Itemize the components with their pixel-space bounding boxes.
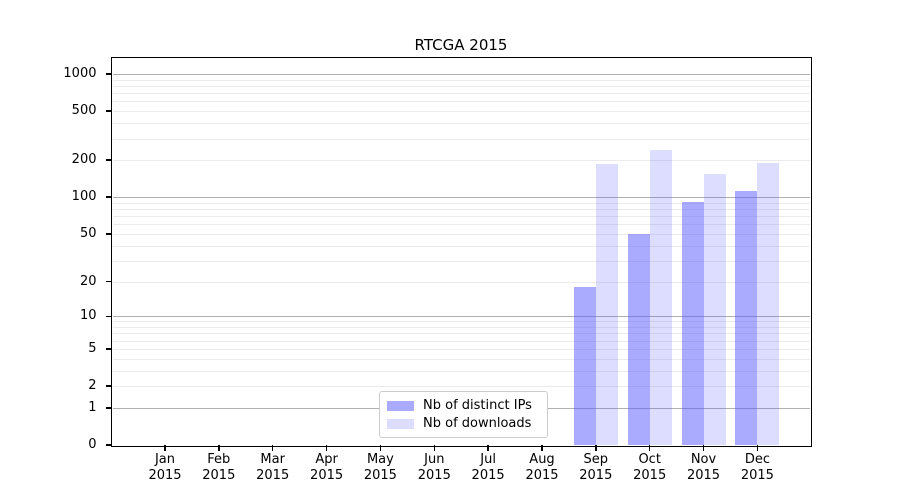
- y-tick-mark: [105, 73, 112, 75]
- y-gridline-minor: [112, 327, 810, 328]
- y-tick-label: 0: [88, 437, 97, 452]
- x-tick-label: Oct 2015: [633, 452, 667, 483]
- y-gridline-minor: [112, 111, 810, 113]
- y-gridline-minor: [112, 281, 810, 283]
- y-gridline-minor: [112, 93, 810, 95]
- bar-distinct-ips-dec: [735, 191, 758, 445]
- legend-item-downloads: Nb of downloads: [387, 415, 547, 432]
- x-tick-label: Aug 2015: [525, 452, 559, 483]
- x-tick-label: Mar 2015: [256, 452, 290, 483]
- y-gridline-minor: [112, 224, 810, 226]
- legend: Nb of distinct IPs Nb of downloads: [379, 391, 548, 438]
- y-tick-label: 100: [71, 189, 97, 205]
- x-tick-label: Apr 2015: [310, 452, 344, 483]
- y-gridline-minor: [112, 138, 810, 140]
- legend-label-distinct-ips: Nb of distinct IPs: [423, 398, 532, 413]
- y-tick-label: 10: [79, 308, 97, 324]
- y-tick-label: 500: [71, 103, 97, 119]
- legend-label-downloads: Nb of downloads: [423, 416, 532, 431]
- x-tick-label: Dec 2015: [740, 452, 774, 483]
- y-tick-mark: [105, 315, 112, 317]
- y-gridline-major: [112, 73, 810, 75]
- x-tick-mark: [433, 445, 435, 451]
- x-tick-label: Nov 2015: [686, 452, 721, 483]
- chart-title: RTCGA 2015: [414, 36, 508, 54]
- bar-downloads-nov: [703, 173, 726, 445]
- y-gridline-major: [112, 197, 810, 199]
- x-tick-mark: [164, 445, 166, 451]
- y-tick-mark: [105, 385, 112, 387]
- y-tick-label: 200: [71, 152, 97, 168]
- y-gridline-minor: [112, 233, 810, 235]
- y-tick-mark: [105, 280, 112, 283]
- x-tick-label: Jan 2015: [148, 452, 182, 483]
- x-tick-label: Feb 2015: [202, 452, 236, 483]
- y-gridline-minor: [112, 386, 810, 387]
- y-gridline-minor: [112, 202, 810, 204]
- y-gridline-minor: [112, 260, 810, 262]
- bar-distinct-ips-sep: [573, 286, 596, 445]
- y-gridline-minor: [112, 79, 810, 81]
- y-tick-label: 50: [79, 225, 97, 241]
- y-gridline-minor: [112, 245, 810, 247]
- legend-swatch-distinct-ips: [387, 400, 414, 411]
- y-gridline-minor: [112, 358, 810, 360]
- bar-downloads-dec: [757, 162, 780, 445]
- x-tick-mark: [325, 445, 328, 451]
- legend-swatch-downloads: [387, 418, 414, 429]
- bar-downloads-sep: [595, 164, 618, 445]
- x-tick-label: May 2015: [363, 452, 397, 483]
- y-tick-label: 1: [88, 399, 97, 415]
- y-gridline-minor: [112, 333, 810, 335]
- y-gridline-minor: [112, 216, 810, 218]
- bar-distinct-ips-oct: [627, 233, 650, 445]
- y-tick-mark: [105, 348, 112, 350]
- y-gridline-minor: [112, 209, 810, 210]
- y-gridline-major: [112, 316, 810, 318]
- x-tick-mark: [648, 445, 651, 451]
- y-tick-label: 20: [79, 273, 97, 289]
- x-tick-label: Jul 2015: [471, 452, 505, 483]
- x-tick-mark: [541, 445, 543, 451]
- legend-item-distinct-ips: Nb of distinct IPs: [387, 397, 547, 414]
- x-tick-mark: [595, 445, 597, 451]
- y-gridline-minor: [112, 85, 810, 87]
- y-gridline-minor: [112, 123, 810, 125]
- y-tick-label: 2: [88, 378, 97, 393]
- bar-downloads-oct: [649, 150, 672, 445]
- x-tick-mark: [379, 445, 382, 451]
- y-gridline-minor: [112, 160, 810, 162]
- x-tick-mark: [487, 445, 489, 451]
- y-gridline-minor: [112, 348, 810, 350]
- y-tick-mark: [105, 159, 112, 161]
- x-tick-mark: [756, 445, 759, 451]
- y-tick-mark: [105, 110, 112, 112]
- y-gridline-minor: [112, 321, 810, 323]
- y-tick-mark: [105, 233, 112, 235]
- y-tick-mark: [105, 407, 112, 409]
- y-gridline-minor: [112, 340, 810, 342]
- x-tick-mark: [218, 445, 220, 451]
- y-tick-mark: [105, 444, 112, 446]
- y-tick-label: 1000: [63, 65, 97, 81]
- y-gridline-minor: [112, 370, 810, 372]
- y-tick-mark: [105, 196, 112, 198]
- y-gridline-minor: [112, 101, 810, 103]
- bar-distinct-ips-nov: [681, 201, 704, 445]
- x-tick-label: Sep 2015: [579, 452, 613, 483]
- x-tick-label: Jun 2015: [417, 452, 451, 483]
- x-tick-mark: [702, 445, 705, 451]
- x-tick-mark: [271, 445, 274, 451]
- y-tick-label: 5: [88, 340, 97, 356]
- plot-area: [111, 56, 812, 447]
